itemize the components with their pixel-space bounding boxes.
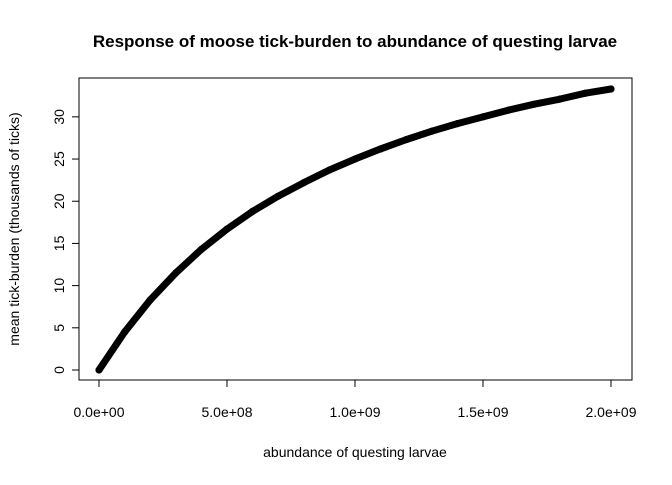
- y-tick-label: 10: [51, 278, 67, 294]
- data-point: [172, 269, 180, 277]
- data-point: [377, 145, 385, 153]
- data-point: [479, 113, 487, 121]
- x-tick-label: 1.5e+09: [458, 404, 509, 420]
- data-point: [325, 166, 333, 174]
- data-point: [453, 119, 461, 128]
- data-point: [351, 155, 359, 163]
- data-point: [428, 127, 436, 135]
- data-point: [146, 296, 154, 304]
- x-tick-label: 5.0e+08: [202, 404, 253, 420]
- x-axis-label: abundance of questing larvae: [263, 444, 447, 460]
- data-point: [274, 192, 282, 200]
- x-tick-label: 1.0e+09: [330, 404, 381, 420]
- series-layer: [95, 85, 615, 374]
- data-point: [197, 245, 205, 253]
- plot-frame: [78, 77, 633, 381]
- y-axis: 0 5 10 15 20 25 30: [51, 109, 80, 374]
- x-tick-label: 0.0e+00: [74, 404, 125, 420]
- y-tick-label: 25: [51, 151, 67, 167]
- x-tick-label: 2.0e+09: [586, 404, 637, 420]
- data-point: [530, 100, 538, 108]
- series-line: [95, 85, 615, 374]
- y-tick-label: 30: [51, 109, 67, 125]
- y-tick-label: 5: [51, 324, 67, 332]
- data-point: [95, 366, 103, 374]
- data-point: [402, 136, 410, 144]
- data-point: [249, 207, 257, 215]
- data-point: [300, 179, 308, 187]
- data-point: [121, 328, 129, 336]
- y-tick-label: 0: [51, 366, 67, 374]
- data-point: [607, 85, 615, 93]
- y-axis-label: mean tick-burden (thousands of ticks): [6, 112, 22, 345]
- data-point: [581, 89, 590, 97]
- y-tick-label: 20: [51, 193, 67, 209]
- y-tick-label: 15: [51, 235, 67, 251]
- data-point: [505, 106, 513, 114]
- data-point: [223, 225, 231, 233]
- x-axis: 0.0e+00 5.0e+08 1.0e+09 1.5e+09 2.0e+09: [74, 379, 637, 420]
- chart-title: Response of moose tick-burden to abundan…: [93, 32, 617, 51]
- data-point: [556, 95, 564, 103]
